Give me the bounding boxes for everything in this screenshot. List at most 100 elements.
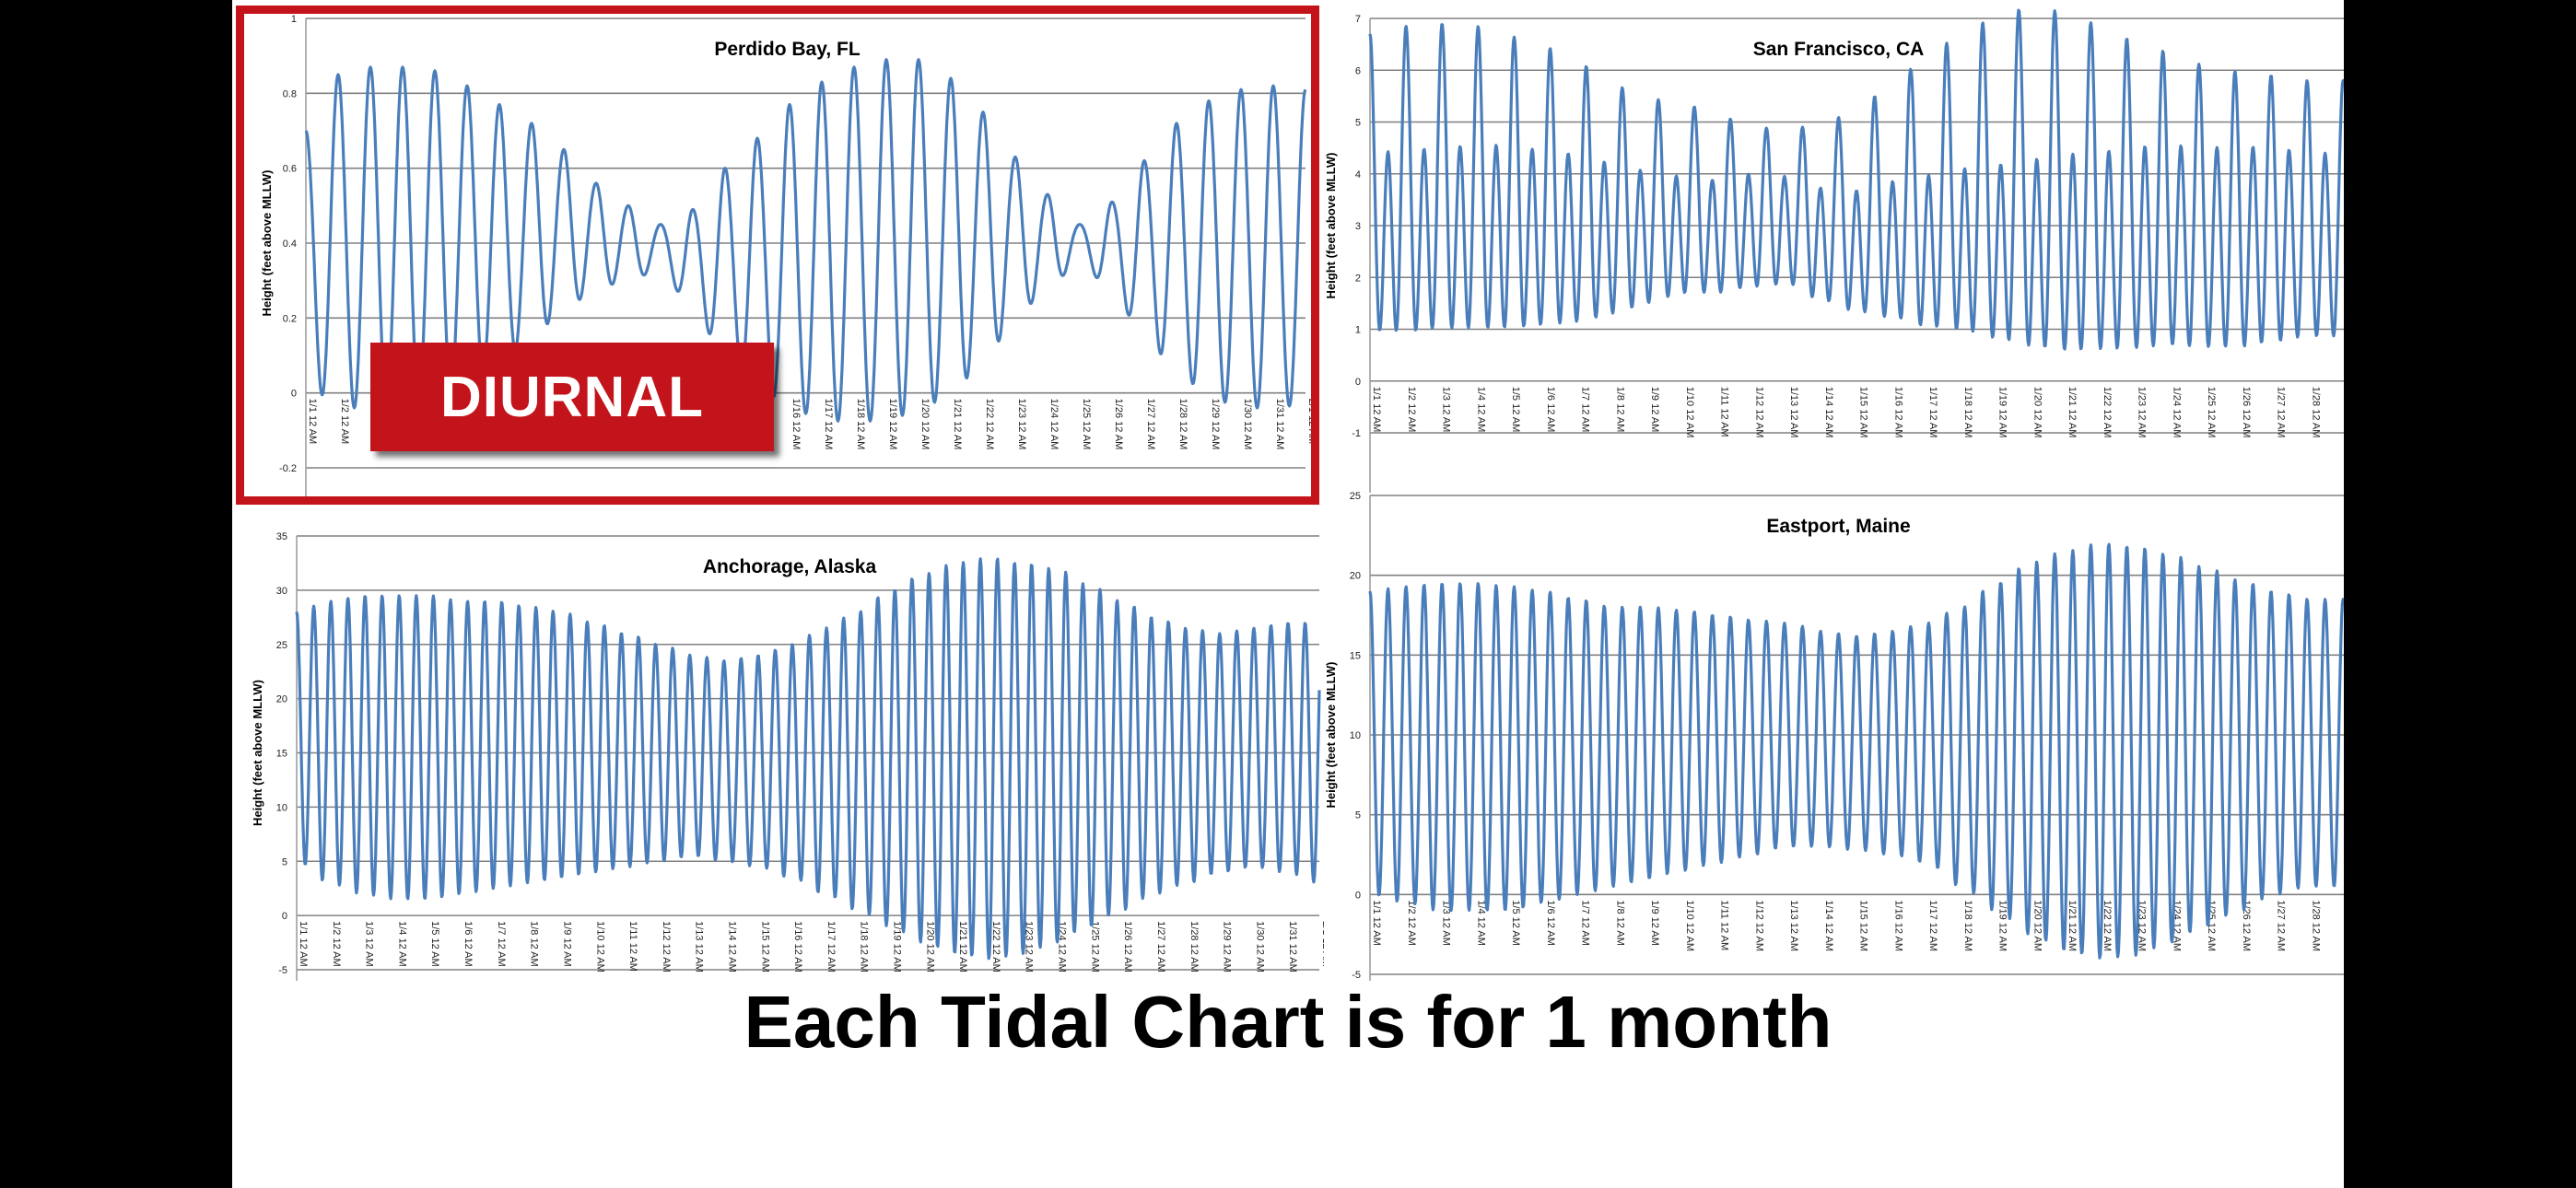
x-tick-label: 1/10 12 AM [594,921,605,973]
y-tick-label: 10 [276,802,287,813]
x-tick-label: 1/2 12 AM [339,399,350,445]
x-tick-label: 1/27 12 AM [1155,921,1166,973]
y-tick-label: 1 [1355,325,1361,336]
x-tick-label: 1/19 12 AM [1997,387,2008,438]
y-tick-label: 0 [1355,890,1361,901]
x-tick-label: 1/7 12 AM [496,921,507,967]
x-tick-label: 1/28 12 AM [2310,900,2321,951]
y-tick-label: 15 [276,749,287,760]
chart-anchorage: -5 0 5 10 15 20 25 30 35 Anchorage, Alaska Height … [232,516,1324,981]
y-tick-label: -1 [1352,428,1361,439]
y-tick-label: 0.4 [283,239,297,250]
y-axis-label: Height (feet above MLLW) [1324,662,1338,809]
chart-title: Anchorage, Alaska [703,556,877,577]
chart-eastport: -5 0 5 10 15 20 25 Eastport, Maine Height (feet … [1324,479,2344,981]
x-tick-label: 1/24 12 AM [2171,387,2182,438]
x-tick-label: 1/13 12 AM [1788,387,1799,438]
x-tick-label: 1/26 12 AM [2241,900,2252,951]
x-tick-label: 1/20 12 AM [2032,900,2043,951]
x-tick-label: 1/30 12 AM [1254,921,1265,973]
y-tick-label: 2 [1355,273,1361,284]
x-tick-label: 1/2 12 AM [1406,387,1417,433]
y-tick-label: 25 [276,640,287,651]
x-tick-label: 1/18 12 AM [1962,387,1973,438]
x-tick-label: 1/27 12 AM [2276,387,2287,438]
x-tick-label: 1/23 12 AM [1024,921,1035,973]
x-tick-label: 1/25 12 AM [1081,399,1092,450]
tide-series-line [295,557,1321,961]
x-tick-label: 1/14 12 AM [1823,387,1834,438]
x-tick-label: 1/31 12 AM [1287,921,1298,973]
x-tick-label: 1/25 12 AM [2206,387,2217,438]
x-tick-label: 1/3 12 AM [1441,387,1452,433]
y-tick-label: 25 [1350,491,1361,502]
tide-series-line [304,58,1307,423]
y-axis-label: Height (feet above MLLW) [251,680,264,826]
x-tick-label: 1/16 12 AM [792,921,803,973]
y-tick-label: 4 [1355,169,1361,181]
x-tick-label: 1/21 12 AM [2067,900,2078,951]
x-tick-label: 1/28 12 AM [1188,921,1200,973]
y-tick-label: 10 [1350,730,1361,741]
x-tick-label: 1/11 12 AM [1719,900,1730,950]
y-axis-label: Height (feet above MLLW) [1324,153,1338,299]
y-tick-label: 5 [1355,118,1361,129]
y-tick-label: 7 [1355,14,1361,25]
y-tick-label: 0.8 [283,88,297,99]
x-tick-label: 1/23 12 AM [2137,387,2148,438]
y-tick-label: 3 [1355,221,1361,232]
chart-title: Eastport, Maine [1766,516,1910,537]
x-tick-label: 1/11 12 AM [1719,387,1730,437]
y-tick-label: 0.2 [283,313,297,324]
x-tick-label: 1/8 12 AM [1614,387,1625,433]
x-tick-label: 1/26 12 AM [1113,399,1124,450]
x-tick-label: 1/3 12 AM [364,921,375,967]
y-tick-label: 35 [276,531,287,542]
x-tick-label: 2/1 12 AM [1320,921,1324,967]
x-tick-label: 1/15 12 AM [1858,387,1869,438]
x-tick-label: 1/1 12 AM [298,921,309,967]
x-tick-label: 1/12 12 AM [1753,900,1764,951]
y-tick-label: 20 [1350,571,1361,582]
y-tick-label: -0.2 [279,463,297,474]
x-tick-label: 1/21 12 AM [952,399,963,450]
y-tick-label: 0 [1355,377,1361,388]
x-tick-label: 1/20 12 AM [2032,387,2043,438]
y-tick-label: 1 [291,14,297,25]
x-tick-label: 1/6 12 AM [1545,387,1556,433]
y-axis-label: Height (feet above MLLW) [260,170,274,317]
x-tick-label: 1/18 12 AM [859,921,870,973]
x-tick-label: 1/19 12 AM [887,399,898,450]
x-tick-label: 1/10 12 AM [1684,387,1695,438]
x-tick-label: 1/26 12 AM [2241,387,2252,438]
x-tick-label: 1/25 12 AM [1089,921,1100,973]
y-tick-label: 6 [1355,65,1361,76]
x-tick-label: 1/1 12 AM [307,399,318,445]
x-tick-label: 1/13 12 AM [1788,900,1799,951]
x-tick-label: 1/17 12 AM [825,921,837,973]
x-tick-label: 1/16 12 AM [790,399,802,450]
x-tick-label: 1/20 12 AM [919,399,931,450]
y-tick-label: -5 [278,965,287,976]
tide-series-line [1368,542,2344,960]
x-tick-label: 1/18 12 AM [1962,900,1973,951]
y-tick-label: 5 [282,856,287,868]
x-tick-label: 1/6 12 AM [1545,900,1556,946]
x-tick-label: 1/22 12 AM [2102,900,2113,951]
diurnal-label: DIURNAL [370,343,774,451]
chart-title: San Francisco, CA [1753,39,1925,60]
x-tick-label: 1/19 12 AM [1997,900,2008,951]
x-tick-label: 1/1 12 AM [1371,900,1382,946]
x-tick-label: 1/5 12 AM [429,921,440,967]
x-tick-label: 1/29 12 AM [1222,921,1233,973]
y-tick-label: 20 [276,694,287,705]
x-tick-label: 1/29 12 AM [1210,399,1221,450]
chart-san-francisco: -1 0 1 2 3 4 5 6 7 San Francisco, CA Height (feet … [1324,0,2344,493]
slide: -0.2 0 0.2 0.4 0.6 0.8 1 Perdido Bay, FL Height … [232,0,2344,1188]
x-tick-label: 1/22 12 AM [990,921,1001,973]
x-tick-label: 1/24 12 AM [1048,399,1060,450]
chart-title: Perdido Bay, FL [714,39,860,60]
x-tick-label: 1/13 12 AM [694,921,705,973]
x-tick-label: 2/1 12 AM [1306,399,1317,445]
x-tick-label: 1/23 12 AM [1016,399,1027,450]
